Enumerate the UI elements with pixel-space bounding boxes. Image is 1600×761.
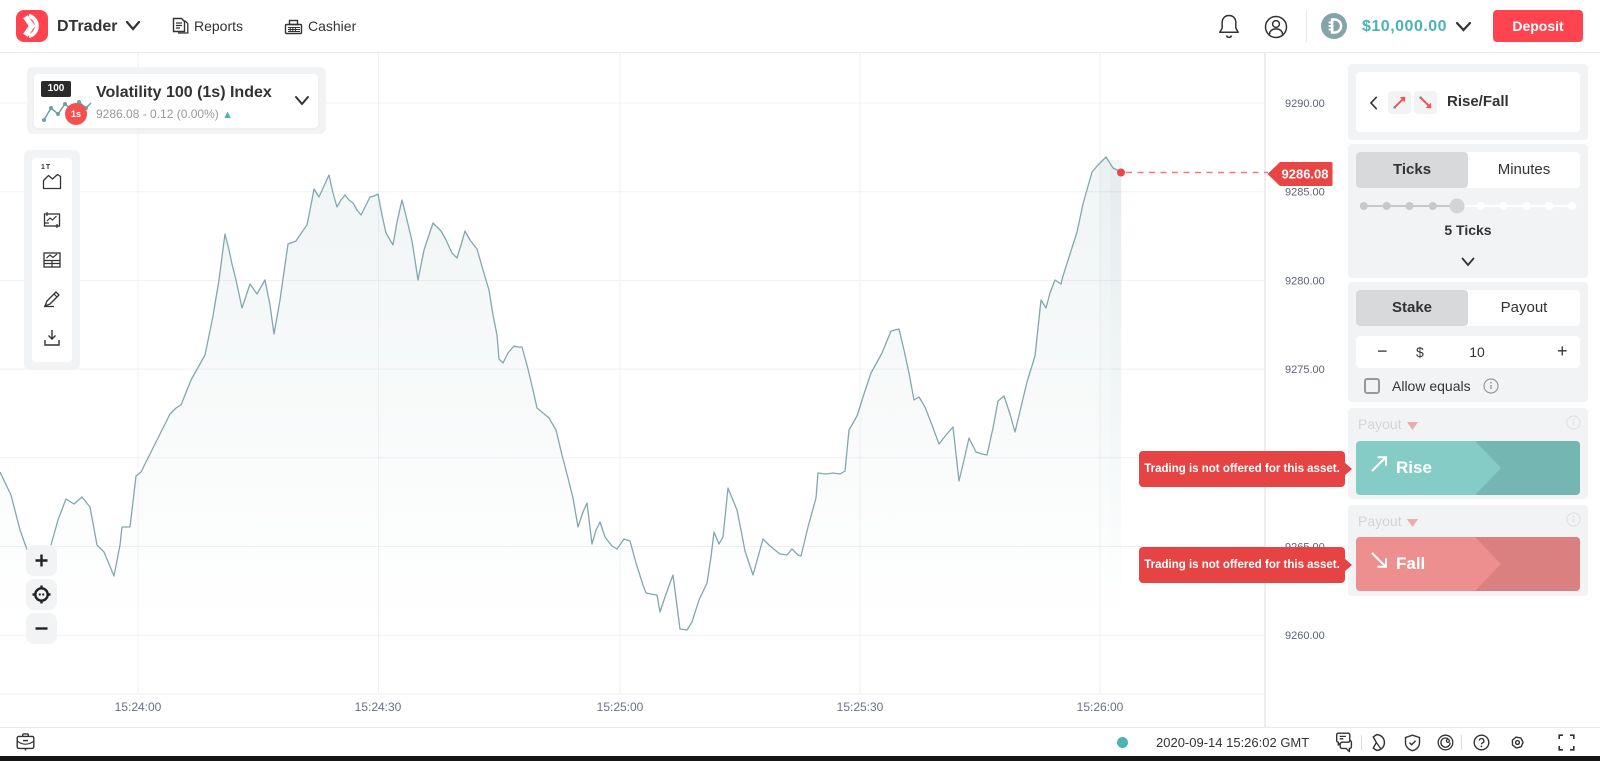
svg-text:9285.00: 9285.00 [1285, 187, 1325, 199]
svg-text:15:24:00: 15:24:00 [115, 700, 162, 714]
svg-text:9260.00: 9260.00 [1285, 630, 1325, 642]
svg-text:15:24:30: 15:24:30 [355, 700, 402, 714]
svg-text:15:25:30: 15:25:30 [837, 700, 884, 714]
svg-text:9280.00: 9280.00 [1285, 275, 1325, 287]
svg-text:9275.00: 9275.00 [1285, 364, 1325, 376]
svg-text:15:26:00: 15:26:00 [1077, 700, 1124, 714]
svg-text:15:25:00: 15:25:00 [597, 700, 644, 714]
svg-text:9286.08: 9286.08 [1282, 167, 1329, 182]
svg-text:9290.00: 9290.00 [1285, 98, 1325, 110]
